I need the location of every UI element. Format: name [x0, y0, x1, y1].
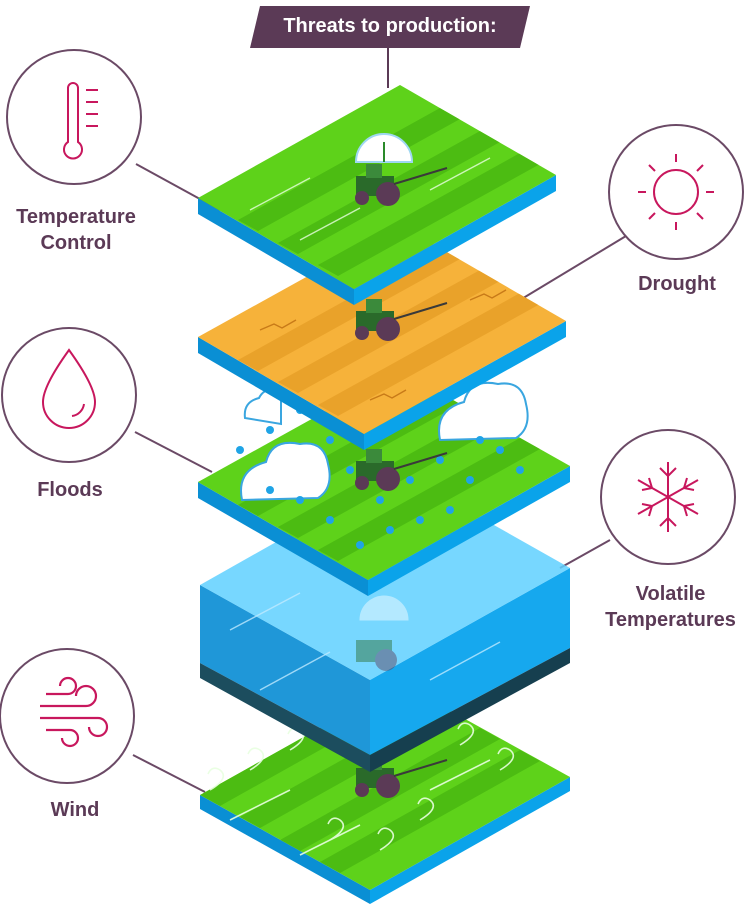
snowflake-icon	[637, 462, 699, 532]
sun-icon	[638, 154, 714, 230]
wind-layer	[200, 683, 570, 904]
label-line: Temperature	[16, 206, 136, 228]
banner-title: Threats to production:	[283, 14, 497, 37]
label-volatile-temperatures: Volatile Temperatures	[588, 581, 753, 633]
label-line: Floods	[37, 479, 103, 501]
temperature-control-layer	[198, 85, 556, 305]
floods-badge	[1, 327, 137, 463]
thermometer-icon	[63, 82, 98, 160]
title-banner	[250, 6, 530, 48]
drought-layer	[198, 225, 566, 450]
connector-floods	[134, 431, 213, 473]
volatile-temperatures-badge	[600, 429, 736, 565]
drought-badge	[608, 124, 744, 260]
label-drought: Drought	[612, 271, 742, 297]
label-line: Volatile	[635, 583, 706, 605]
label-line: Drought	[638, 273, 716, 295]
temperature-control-badge	[6, 49, 142, 185]
wind-icon	[40, 676, 109, 748]
water-drop-icon	[41, 348, 97, 429]
label-line: Control	[40, 232, 112, 254]
label-floods: Floods	[15, 477, 125, 503]
cloud-left	[240, 441, 331, 502]
label-line: Temperatures	[605, 609, 736, 631]
connector-wind	[132, 754, 206, 793]
cloud-right	[438, 381, 529, 442]
label-line: Wind	[50, 799, 100, 821]
label-wind: Wind	[20, 797, 130, 823]
wind-badge	[0, 648, 135, 784]
connector-volatile-temperatures	[559, 539, 611, 569]
gauge-icon	[354, 133, 414, 163]
connector-drought	[519, 235, 627, 301]
label-temperature-control: Temperature Control	[2, 204, 150, 256]
